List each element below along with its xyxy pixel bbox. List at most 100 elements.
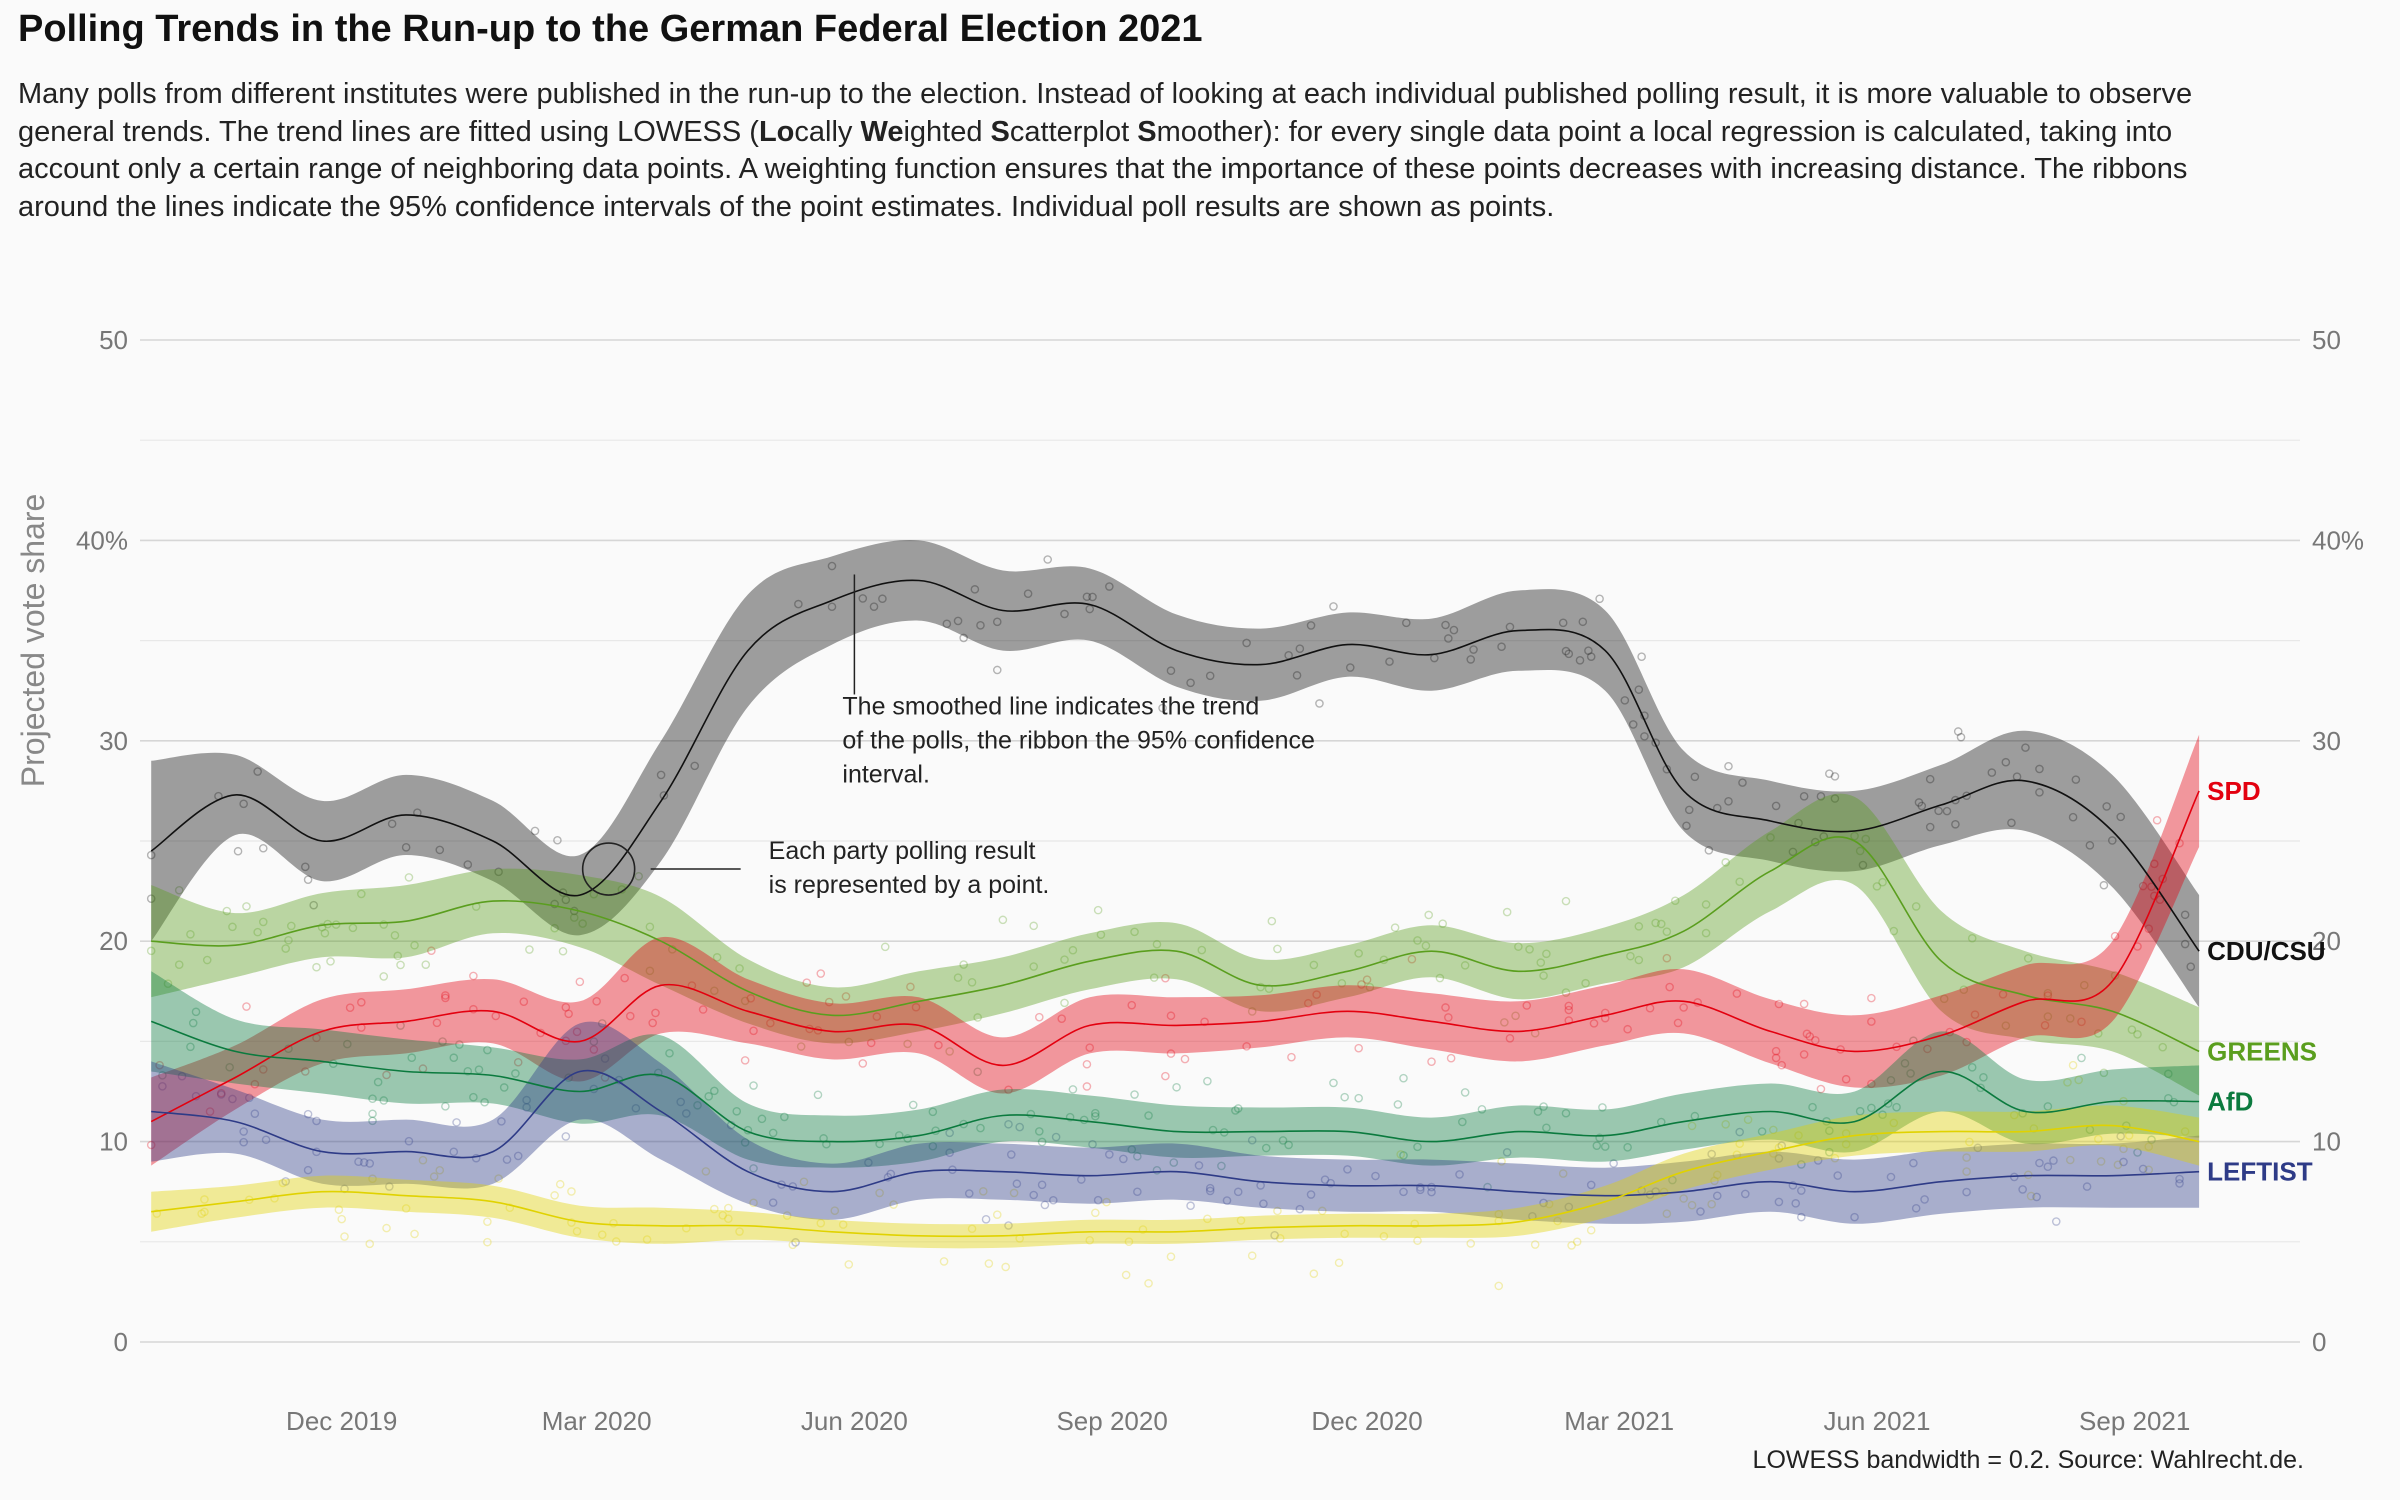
poll-point: [1743, 1115, 1753, 1125]
poll-point: [1575, 656, 1585, 665]
poll-point: [564, 1009, 573, 1019]
poll-point: [1855, 846, 1865, 856]
poll-point: [1542, 1123, 1551, 1133]
poll-point: [455, 1040, 464, 1049]
poll-point: [1180, 1054, 1190, 1064]
poll-point: [1051, 1132, 1061, 1142]
poll-point: [382, 1223, 391, 1233]
poll-point: [396, 960, 405, 970]
series-label-leftist: LEFTIST: [2207, 1157, 2313, 1187]
y-tick-label-right: 20: [2312, 926, 2341, 956]
y-tick-label-right: 40%: [2312, 525, 2364, 555]
poll-point: [1651, 918, 1660, 928]
poll-point: [1421, 941, 1431, 951]
poll-point: [368, 1109, 377, 1119]
poll-point: [1413, 1142, 1422, 1152]
poll-point: [1788, 847, 1798, 857]
poll-point: [1060, 998, 1069, 1008]
poll-point: [1402, 618, 1411, 628]
poll-point: [513, 1151, 523, 1161]
poll-point: [880, 942, 890, 952]
poll-point: [1867, 1079, 1876, 1089]
poll-point: [2155, 895, 2165, 904]
poll-point: [1362, 975, 1372, 985]
poll-point: [261, 1135, 271, 1145]
poll-point: [1934, 806, 1943, 816]
poll-point: [225, 1062, 234, 1072]
poll-point: [435, 845, 445, 855]
poll-point: [1979, 1073, 1988, 1082]
annotation-text: The smoothed line indicates the trend: [842, 692, 1259, 720]
poll-point: [530, 826, 540, 836]
ci-ribbon-afd: [151, 971, 2200, 1168]
poll-point: [1208, 1125, 1218, 1135]
annotation-text: Each party polling result: [769, 837, 1036, 865]
poll-point: [1435, 973, 1445, 983]
poll-point: [592, 997, 601, 1006]
poll-point: [1589, 1019, 1599, 1028]
poll-point: [889, 1200, 898, 1209]
poll-point: [2144, 1165, 2154, 1175]
poll-point: [2175, 1174, 2184, 1184]
poll-point: [567, 1218, 576, 1227]
poll-point: [1093, 905, 1103, 915]
poll-point: [244, 1093, 254, 1103]
poll-point: [1682, 821, 1691, 831]
annotation-text: interval.: [842, 760, 930, 788]
poll-point: [816, 1218, 826, 1228]
poll-point: [645, 966, 655, 976]
poll-point: [1065, 1112, 1075, 1122]
poll-point: [418, 1155, 428, 1165]
poll-point: [2068, 1060, 2078, 1070]
poll-point: [1413, 1236, 1422, 1245]
poll-point: [1542, 949, 1551, 959]
chart-title: Polling Trends in the Run-up to the Germ…: [18, 8, 1203, 50]
poll-point: [438, 1037, 447, 1046]
poll-point: [690, 761, 700, 771]
poll-point: [1133, 1152, 1142, 1161]
poll-point: [561, 1132, 571, 1141]
poll-point: [2001, 757, 2011, 767]
poll-point: [589, 1045, 599, 1054]
poll-point: [1060, 955, 1069, 964]
poll-point: [494, 867, 503, 877]
poll-point: [2133, 1148, 2142, 1157]
poll-point: [1399, 1073, 1408, 1083]
poll-point: [1696, 1207, 1705, 1216]
poll-point: [1939, 994, 1949, 1004]
poll-point: [799, 1177, 809, 1187]
poll-point: [1158, 703, 1167, 713]
source-caption: LOWESS bandwidth = 0.2. Source: Wahlrech…: [1752, 1446, 2304, 1474]
poll-point: [1651, 1187, 1660, 1196]
poll-point: [693, 1100, 702, 1110]
poll-point: [824, 997, 834, 1007]
poll-point: [2040, 1021, 2050, 1030]
poll-point: [550, 923, 559, 933]
poll-point: [146, 850, 156, 860]
poll-point: [152, 1209, 162, 1218]
poll-point: [1525, 945, 1534, 954]
poll-point: [1923, 1044, 1932, 1054]
poll-point: [903, 1039, 912, 1049]
poll-point: [1634, 922, 1644, 931]
poll-point: [228, 922, 237, 932]
poll-point: [2116, 812, 2126, 822]
poll-point: [385, 1182, 394, 1191]
poll-point: [1068, 1085, 1078, 1094]
poll-point: [1962, 1167, 1971, 1176]
x-tick-label: Jun 2021: [1823, 1406, 1930, 1436]
poll-point: [284, 935, 293, 945]
poll-point: [740, 996, 750, 1006]
poll-point: [1670, 896, 1680, 906]
poll-point: [1466, 655, 1476, 664]
poll-point: [348, 923, 358, 933]
poll-point: [1626, 951, 1635, 961]
poll-point: [1774, 1143, 1784, 1152]
poll-point: [281, 1177, 290, 1186]
poll-point: [2180, 939, 2190, 949]
poll-point: [791, 1238, 800, 1247]
poll-point: [656, 770, 666, 780]
poll-point: [1662, 953, 1672, 963]
poll-point: [158, 1071, 167, 1080]
poll-point: [555, 1179, 565, 1189]
